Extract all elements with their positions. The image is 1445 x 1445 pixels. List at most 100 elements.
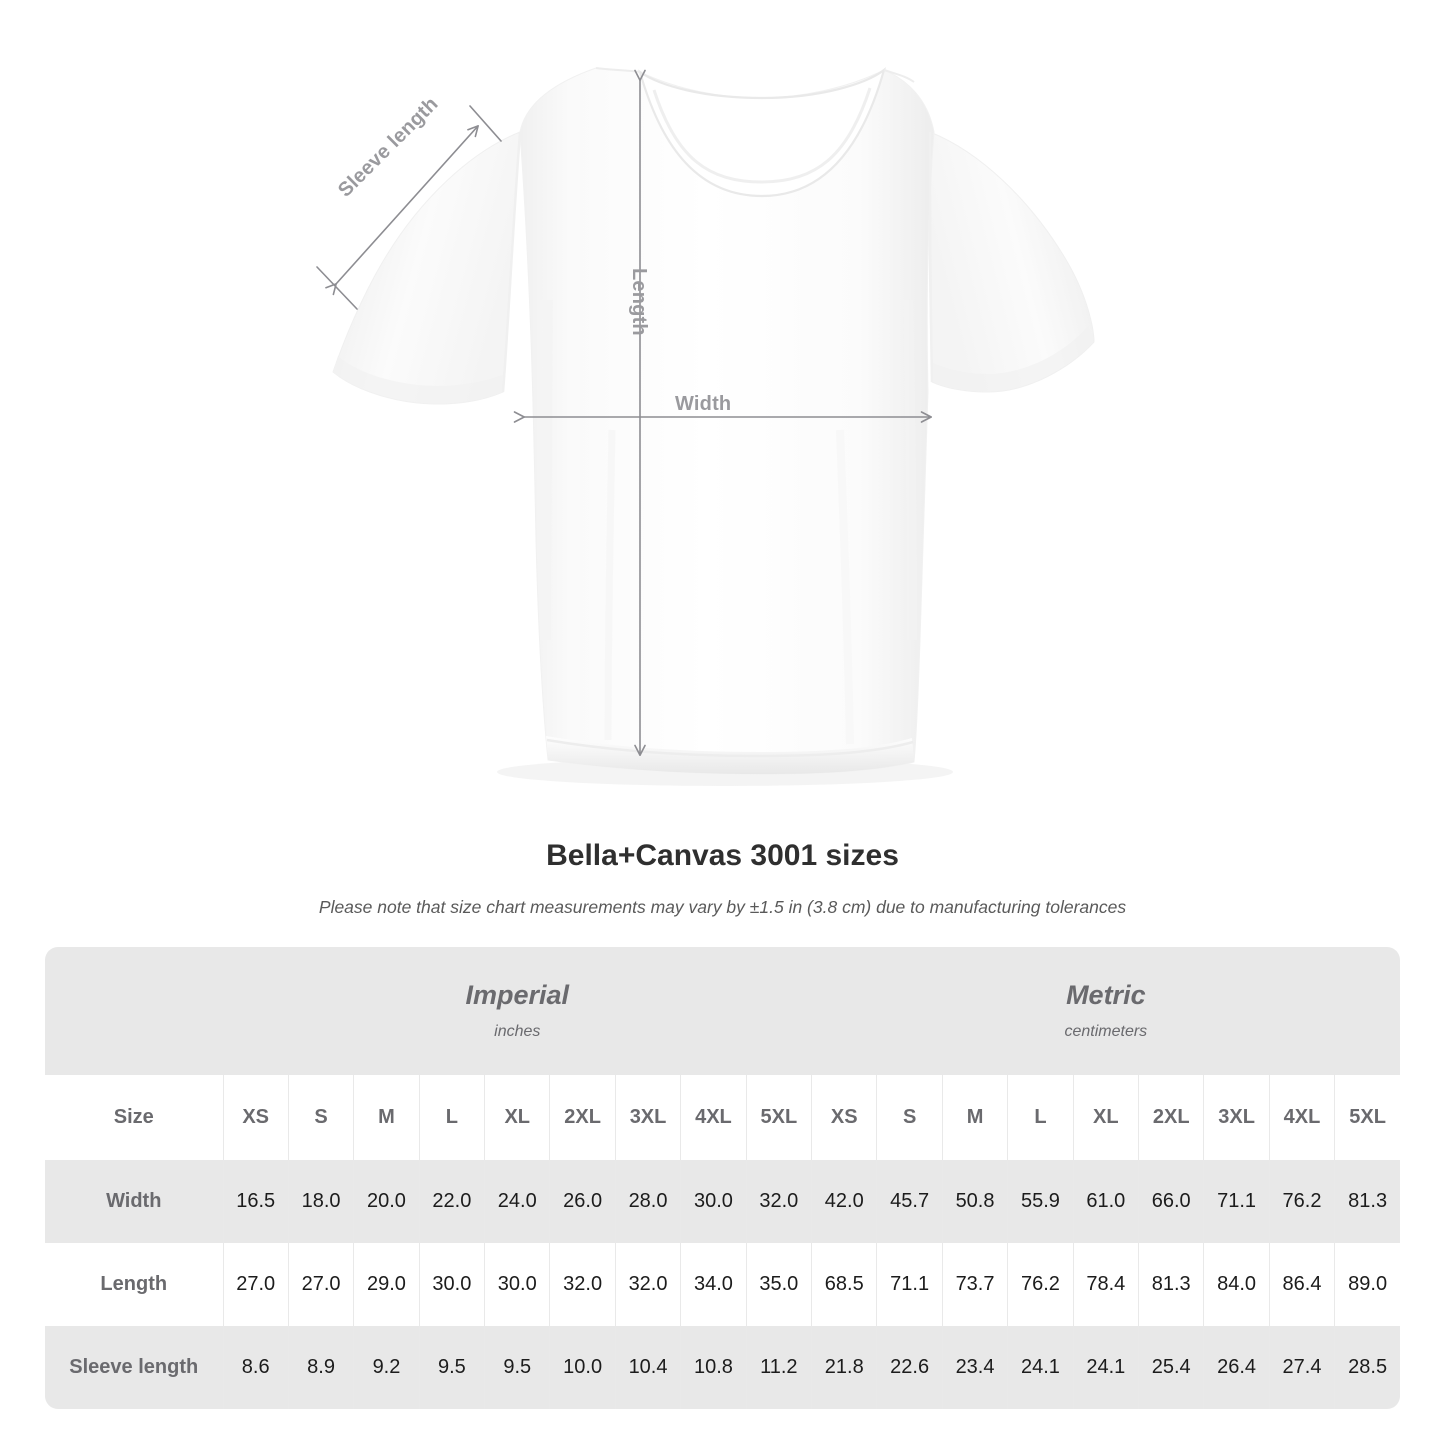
cell-sleeve-met-5xl: 28.5 [1334, 1326, 1400, 1409]
cell-sleeve-met-4xl: 27.4 [1268, 1326, 1335, 1409]
sleeve-tick-end [469, 105, 502, 142]
cell-width-imp-2xl: 26.0 [549, 1160, 616, 1243]
unit-group-imperial-sub: inches [494, 1023, 541, 1041]
unit-group-metric-sub: centimeters [1064, 1023, 1148, 1041]
cell-length-imp-m: 29.0 [353, 1243, 420, 1326]
col-header-imp-3xl: 3XL [614, 1075, 681, 1160]
size-chart-table-container: Imperial inches Metric centimeters Size … [45, 947, 1400, 1409]
fabric-fold [604, 429, 616, 741]
tolerance-note: Please note that size chart measurements… [318, 897, 1127, 917]
shoulder-seam-right [883, 69, 915, 83]
cell-width-met-5xl: 81.3 [1334, 1160, 1400, 1243]
size-corner-header: Size [45, 1075, 223, 1160]
cell-sleeve-met-xl: 24.1 [1072, 1326, 1139, 1409]
col-header-imp-xs: XS [222, 1075, 289, 1160]
cell-width-imp-m: 20.0 [353, 1160, 420, 1243]
fabric-fold [903, 299, 917, 641]
cell-sleeve-imp-2xl: 10.0 [549, 1326, 616, 1409]
right-sleeve-hem [931, 326, 1094, 392]
col-header-met-l: L [1007, 1075, 1074, 1160]
armhole-seam-left [501, 131, 522, 393]
cell-sleeve-imp-4xl: 10.8 [680, 1326, 747, 1409]
cell-length-met-xl: 78.4 [1072, 1243, 1139, 1326]
cell-width-met-xl: 61.0 [1072, 1160, 1139, 1243]
table-row-width: Width 16.5 18.0 20.0 22.0 24.0 26.0 28.0… [45, 1160, 1400, 1243]
tshirt-measurement-diagram: Sleeve length Length Width [316, 67, 1095, 786]
col-header-imp-4xl: 4XL [680, 1075, 747, 1160]
cell-length-imp-xl: 30.0 [484, 1243, 550, 1326]
cell-width-imp-3xl: 28.0 [614, 1160, 681, 1243]
table-row-sleeve-length: Sleeve length 8.6 8.9 9.2 9.5 9.5 10.0 1… [45, 1326, 1400, 1409]
cell-sleeve-imp-m: 9.2 [353, 1326, 420, 1409]
cell-length-imp-4xl: 34.0 [680, 1243, 747, 1326]
cell-sleeve-imp-5xl: 11.2 [745, 1326, 812, 1409]
col-header-met-s: S [876, 1075, 943, 1160]
cell-length-met-5xl: 89.0 [1334, 1243, 1400, 1326]
cell-length-imp-l: 30.0 [418, 1243, 485, 1326]
cell-length-met-l: 76.2 [1007, 1243, 1074, 1326]
col-header-imp-m: M [353, 1075, 420, 1160]
cell-sleeve-imp-s: 8.9 [287, 1326, 354, 1409]
armhole-seam-right [928, 131, 934, 383]
tshirt-illustration [316, 67, 1095, 786]
sleeve-tick-start [316, 266, 358, 310]
unit-group-imperial-name: Imperial [465, 980, 570, 1011]
cell-width-met-4xl: 76.2 [1268, 1160, 1335, 1243]
cell-width-imp-4xl: 30.0 [680, 1160, 747, 1243]
col-header-imp-s: S [287, 1075, 354, 1160]
unit-group-imperial: Imperial inches [223, 947, 812, 1075]
length-label: Length [628, 268, 650, 336]
col-header-imp-xl: XL [484, 1075, 550, 1160]
cell-width-imp-5xl: 32.0 [745, 1160, 812, 1243]
cell-sleeve-met-s: 22.6 [876, 1326, 943, 1409]
hem-stitch [546, 738, 914, 758]
col-header-imp-2xl: 2XL [549, 1075, 616, 1160]
cell-length-met-2xl: 81.3 [1138, 1243, 1204, 1326]
cell-sleeve-met-m: 23.4 [941, 1326, 1008, 1409]
unit-group-metric-name: Metric [1066, 980, 1146, 1011]
cell-length-imp-5xl: 35.0 [745, 1243, 812, 1326]
col-header-met-2xl: 2XL [1138, 1075, 1204, 1160]
col-header-met-xl: XL [1072, 1075, 1139, 1160]
cell-sleeve-imp-xl: 9.5 [484, 1326, 550, 1409]
col-header-met-4xl: 4XL [1268, 1075, 1335, 1160]
fabric-fold [836, 429, 854, 745]
table-header-row: Size XS S M L XL 2XL 3XL 4XL 5XL XS S M … [45, 1075, 1400, 1160]
row-label-width: Width [45, 1160, 223, 1243]
cell-length-imp-3xl: 32.0 [614, 1243, 681, 1326]
col-header-imp-5xl: 5XL [745, 1075, 812, 1160]
cell-length-met-4xl: 86.4 [1268, 1243, 1335, 1326]
page-title: Bella+Canvas 3001 sizes [546, 839, 899, 872]
cell-length-met-xs: 68.5 [811, 1243, 877, 1326]
cell-sleeve-imp-xs: 8.6 [222, 1326, 289, 1409]
cell-width-imp-xs: 16.5 [222, 1160, 289, 1243]
cell-sleeve-met-2xl: 25.4 [1138, 1326, 1204, 1409]
cell-width-imp-xl: 24.0 [484, 1160, 550, 1243]
collar-inner-line [652, 87, 872, 184]
tshirt-shape [332, 67, 1095, 786]
col-header-met-m: M [941, 1075, 1008, 1160]
measurement-arrows [316, 69, 932, 756]
cell-length-met-m: 73.7 [941, 1243, 1008, 1326]
cell-width-met-m: 50.8 [941, 1160, 1008, 1243]
cell-width-met-s: 45.7 [876, 1160, 943, 1243]
cell-length-imp-xs: 27.0 [222, 1243, 289, 1326]
col-header-imp-l: L [418, 1075, 485, 1160]
cell-sleeve-met-l: 24.1 [1007, 1326, 1074, 1409]
cell-width-imp-s: 18.0 [287, 1160, 354, 1243]
col-header-met-5xl: 5XL [1334, 1075, 1400, 1160]
unit-banner-row: Imperial inches Metric centimeters [45, 947, 1400, 1075]
cell-width-met-3xl: 71.1 [1203, 1160, 1270, 1243]
width-label: Width [675, 393, 732, 415]
cell-length-met-3xl: 84.0 [1203, 1243, 1270, 1326]
cell-sleeve-met-3xl: 26.4 [1203, 1326, 1270, 1409]
sleeve-arrow [325, 125, 479, 296]
cell-sleeve-imp-l: 9.5 [418, 1326, 485, 1409]
unit-group-metric: Metric centimeters [811, 947, 1400, 1075]
cell-width-imp-l: 22.0 [418, 1160, 485, 1243]
col-header-met-xs: XS [811, 1075, 877, 1160]
col-header-met-3xl: 3XL [1203, 1075, 1270, 1160]
row-label-sleeve-length: Sleeve length [45, 1326, 223, 1409]
title-block: Bella+Canvas 3001 sizes Please note that… [0, 838, 1445, 919]
fabric-fold [541, 299, 553, 641]
